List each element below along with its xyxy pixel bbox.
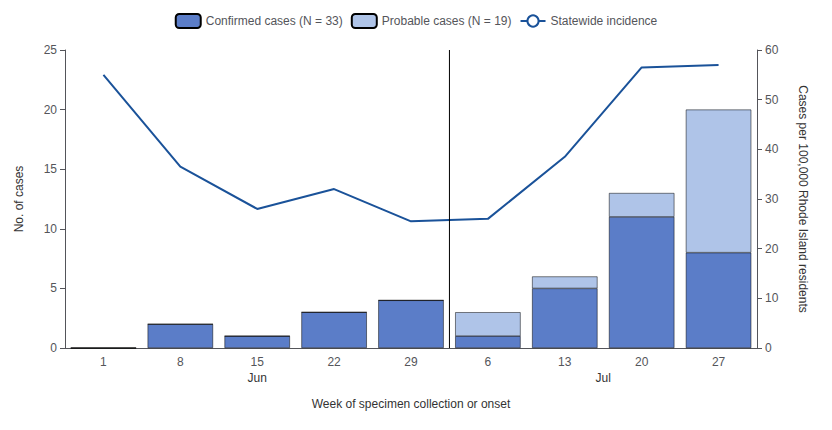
svg-text:20: 20 [765,242,779,256]
svg-text:Confirmed cases (N = 33): Confirmed cases (N = 33) [206,14,343,28]
svg-text:1: 1 [100,355,107,369]
svg-text:Jun: Jun [248,371,267,385]
svg-text:Statewide incidence: Statewide incidence [551,14,658,28]
svg-text:10: 10 [765,291,779,305]
svg-text:Cases per 100,000 Rhode Island: Cases per 100,000 Rhode Island residents [796,85,810,312]
svg-text:5: 5 [50,281,57,295]
svg-text:20: 20 [635,355,649,369]
svg-text:30: 30 [765,192,779,206]
svg-text:20: 20 [44,103,58,117]
svg-text:0: 0 [765,341,772,355]
svg-text:40: 40 [765,142,779,156]
svg-text:0: 0 [50,341,57,355]
svg-text:8: 8 [177,355,184,369]
svg-text:60: 60 [765,43,779,57]
svg-text:Probable cases (N = 19): Probable cases (N = 19) [382,14,512,28]
svg-text:15: 15 [44,162,58,176]
svg-text:6: 6 [485,355,492,369]
svg-text:15: 15 [251,355,265,369]
svg-text:No. of cases: No. of cases [12,166,26,233]
svg-text:29: 29 [404,355,418,369]
svg-text:13: 13 [558,355,572,369]
svg-text:25: 25 [44,43,58,57]
svg-text:Week of specimen collection or: Week of specimen collection or onset [312,397,511,411]
svg-text:50: 50 [765,93,779,107]
svg-text:27: 27 [712,355,726,369]
svg-text:10: 10 [44,222,58,236]
svg-text:22: 22 [327,355,341,369]
svg-text:Jul: Jul [596,371,611,385]
